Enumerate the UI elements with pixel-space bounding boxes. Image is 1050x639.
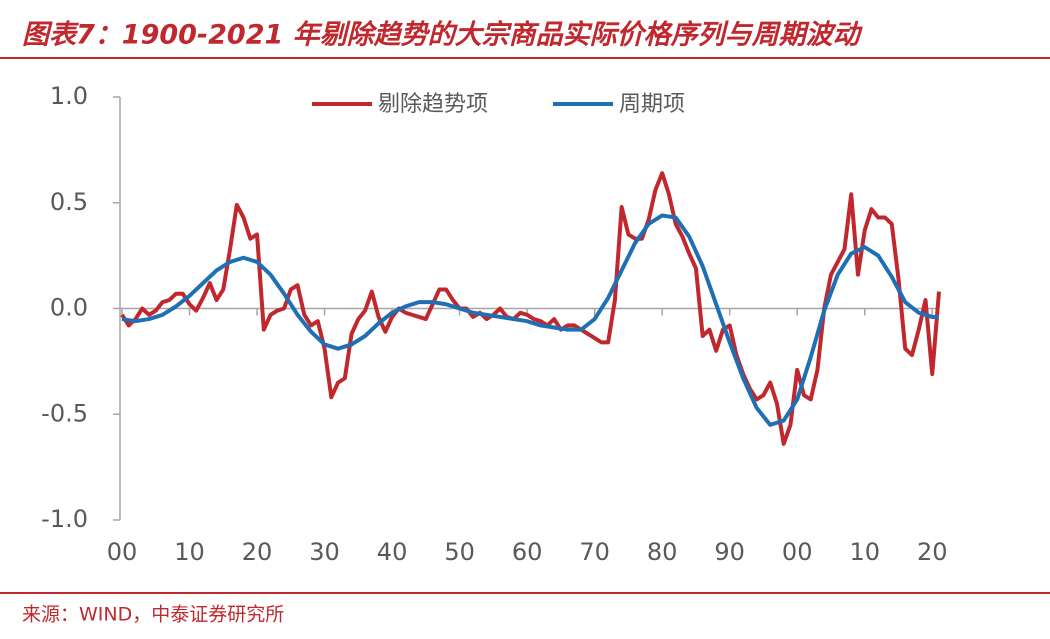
y-tick-label: -1.0 — [41, 505, 88, 533]
x-tick-label: 00 — [107, 538, 138, 566]
y-tick-label: 0.0 — [50, 294, 88, 322]
series-line — [120, 171, 941, 446]
x-tick-label: 40 — [377, 538, 408, 566]
series-line — [121, 213, 939, 427]
x-tick-label: 60 — [512, 538, 543, 566]
legend-label: 剔除趋势项 — [378, 92, 488, 117]
x-tick-label: 70 — [579, 538, 610, 566]
y-tick-label: 0.5 — [50, 188, 88, 216]
x-tick-label: 10 — [849, 538, 880, 566]
x-tick-label: 20 — [242, 538, 273, 566]
x-tick-label: 90 — [714, 538, 745, 566]
y-tick-label: -0.5 — [41, 399, 88, 427]
x-tick-label: 00 — [782, 538, 813, 566]
y-tick-label: 1.0 — [50, 82, 88, 110]
x-tick-label: 10 — [174, 538, 205, 566]
legend-label: 周期项 — [619, 92, 685, 117]
x-tick-label: 80 — [647, 538, 678, 566]
x-tick-label: 20 — [917, 538, 948, 566]
x-tick-label: 30 — [309, 538, 340, 566]
source: 来源：WIND，中泰证券研究所 — [22, 604, 284, 626]
chart-title: 图表7：1900-2021 年剔除趋势的大宗商品实际价格序列与周期波动 — [22, 20, 864, 51]
x-tick-label: 50 — [444, 538, 475, 566]
